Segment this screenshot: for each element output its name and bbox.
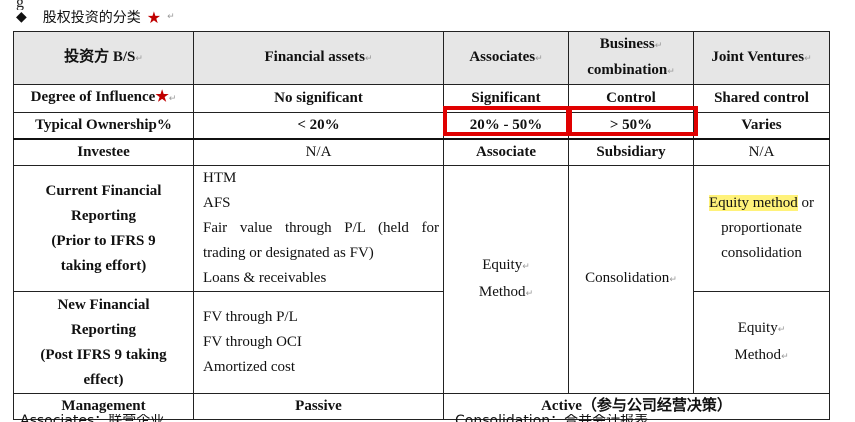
section-heading: ◆ 股权投资的分类 ★ ↵	[16, 7, 175, 27]
row-label: New Financial Reporting (Post IFRS 9 takin…	[13, 291, 194, 394]
header-investor: 投资方 B/S↵	[13, 31, 194, 85]
footer-note-right: Consolidation：合并会计报表	[455, 414, 649, 422]
header-row: 投资方 B/S↵ Financial assets↵ Associates↵ B…	[13, 31, 830, 85]
table-cell: Passive	[193, 393, 444, 420]
highlight-box-associates	[443, 106, 570, 136]
table-row: Current Financial Reporting (Prior to IFRS…	[13, 165, 830, 394]
table-cell: Associate	[443, 138, 569, 166]
table-cell: FV through P/L FV through OCI Amortized co…	[193, 291, 444, 394]
table-row: Management Passive Active（参与公司经营决策）	[13, 393, 830, 420]
header-joint-ventures: Joint Ventures↵	[693, 31, 830, 85]
table-cell: No significant	[193, 84, 444, 113]
table-cell: Active（参与公司经营决策）	[443, 393, 830, 420]
table-cell: Subsidiary	[568, 138, 694, 166]
consolidation-cell: Consolidation↵	[568, 165, 694, 394]
star-icon: ★	[155, 89, 169, 105]
row-label: Investee	[13, 138, 194, 166]
table-cell: N/A	[693, 138, 830, 166]
highlight-box-control	[568, 106, 698, 136]
equity-investment-table: 投资方 B/S↵ Financial assets↵ Associates↵ B…	[13, 31, 830, 420]
table-row: New Financial Reporting (Post IFRS 9 takin…	[13, 291, 830, 394]
table-cell: Shared control	[693, 84, 830, 113]
star-icon: ★	[146, 7, 162, 27]
header-business-combination: Business↵ combination↵	[568, 31, 694, 85]
header-financial-assets: Financial assets↵	[193, 31, 444, 85]
row-label: Degree of Influence★↵	[13, 84, 194, 113]
heading-title: 股权投资的分类	[42, 10, 141, 26]
row-label: Current Financial Reporting (Prior to IFRS…	[13, 165, 194, 292]
cut-off-text: g	[16, 0, 24, 10]
table-row: Degree of Influence★↵ No significant Sig…	[13, 84, 830, 113]
header-associates: Associates↵	[443, 31, 569, 85]
table-cell: N/A	[193, 138, 444, 166]
table-cell: < 20%	[193, 112, 444, 140]
table-row: Investee N/A Associate Subsidiary N/A	[13, 138, 830, 166]
table-cell: Equity method or proportionate consolida…	[693, 165, 830, 292]
table-row: Typical Ownership% < 20% 20% - 50% > 50%…	[13, 112, 830, 140]
footer-note-left: Associates：联营企业	[20, 414, 165, 422]
table-cell: Varies	[693, 112, 830, 140]
row-label: Typical Ownership%	[13, 112, 194, 140]
row-label: Management	[13, 393, 194, 420]
highlighted-text: Equity method	[709, 195, 798, 211]
bullet-icon: ◆	[16, 9, 27, 25]
table-cell: HTM AFS Fair value through P/L (held for t…	[193, 165, 444, 292]
table-cell: Equity↵ Method↵	[693, 291, 830, 394]
equity-method-cell: Equity↵ Method↵	[443, 165, 569, 394]
